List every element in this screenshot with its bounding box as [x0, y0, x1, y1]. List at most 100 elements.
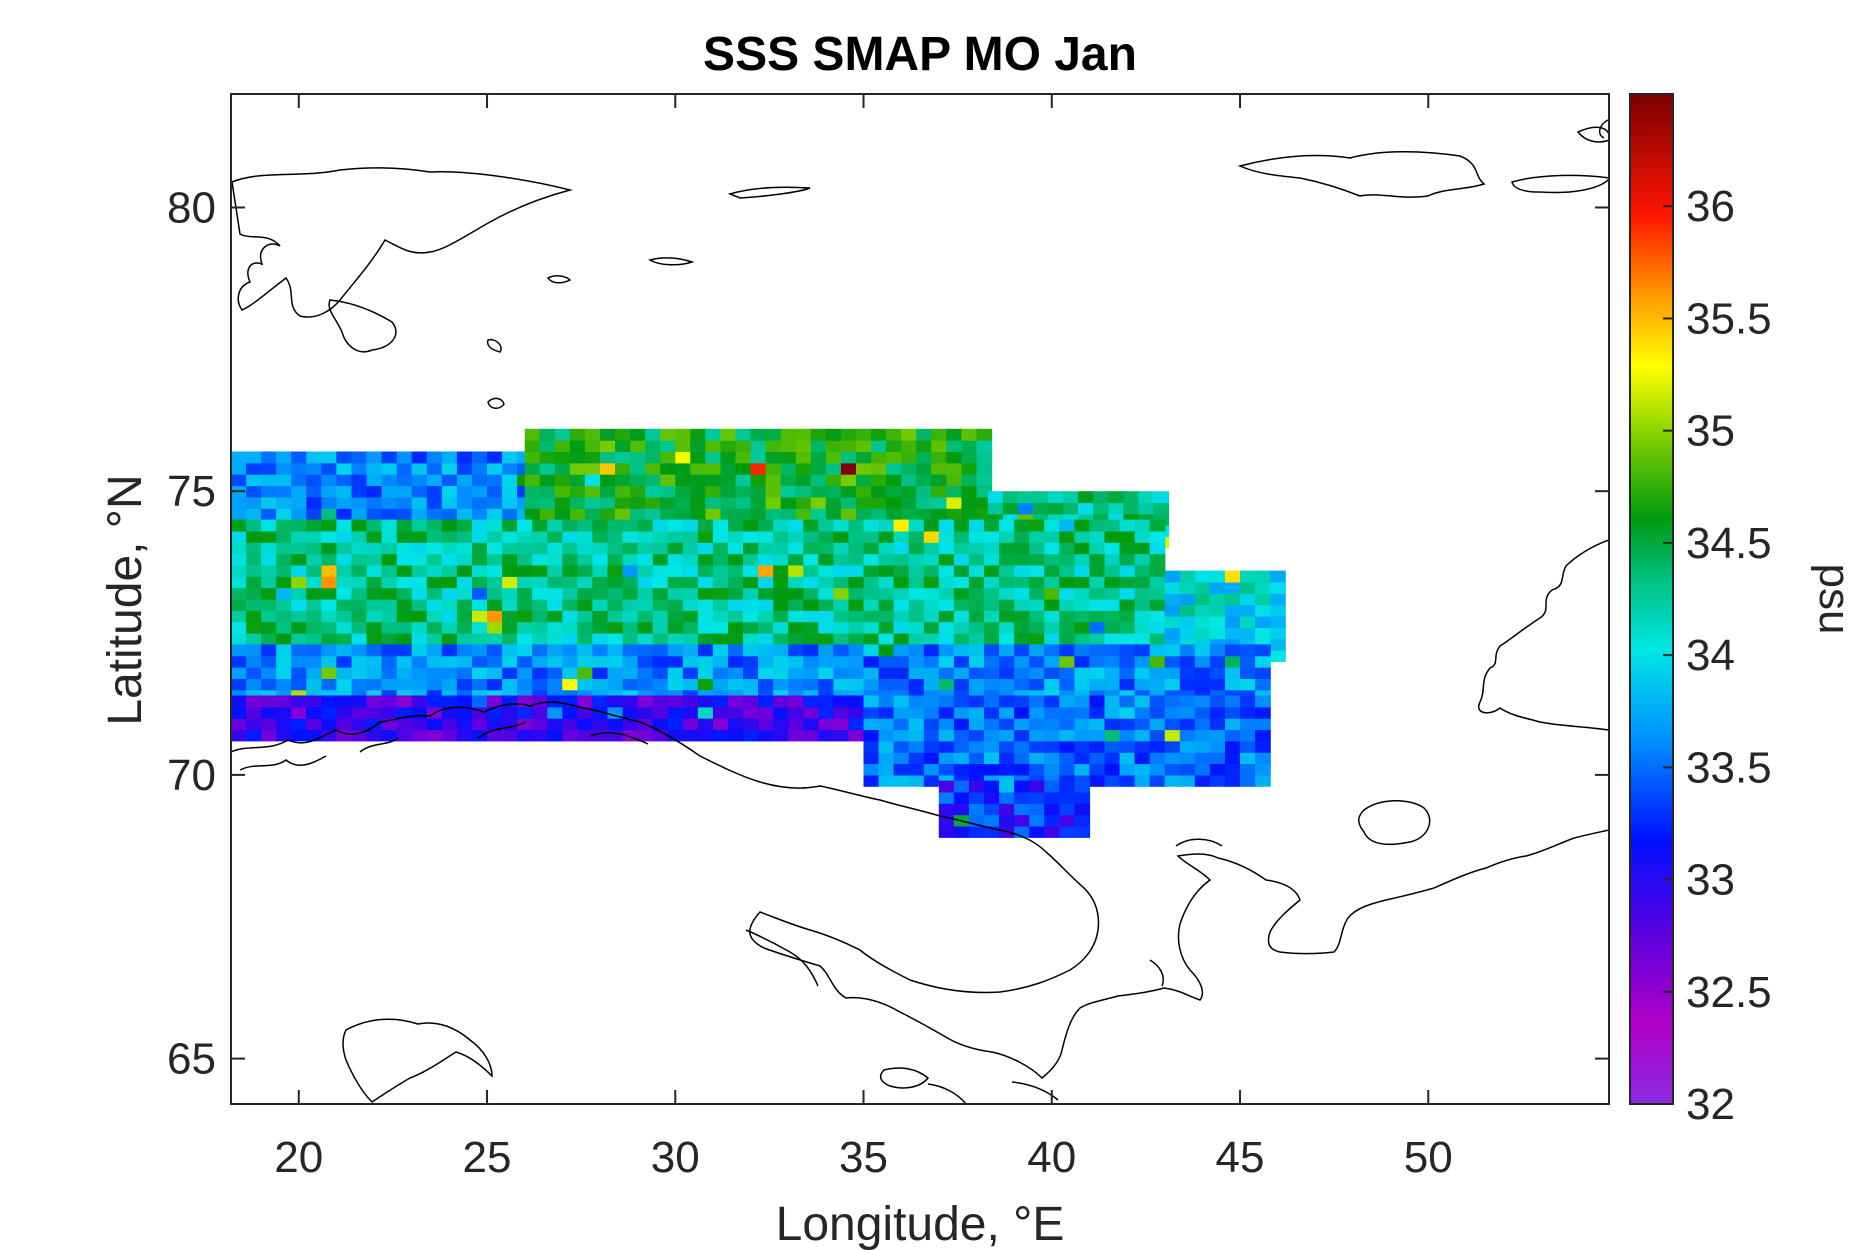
salinity-cell [291, 706, 307, 719]
salinity-cell [893, 695, 910, 708]
salinity-cell [291, 496, 307, 509]
salinity-cell [682, 576, 699, 589]
salinity-cell [306, 474, 322, 487]
salinity-cell [411, 587, 428, 600]
coastline-edgeoya [328, 299, 397, 353]
salinity-cell [712, 655, 729, 668]
salinity-cell [1104, 610, 1121, 623]
salinity-cell [1209, 667, 1226, 679]
salinity-cell [893, 621, 910, 634]
salinity-cell [532, 621, 548, 634]
salinity-cell [306, 462, 322, 475]
salinity-cell [923, 718, 940, 731]
salinity-cell [336, 474, 353, 487]
salinity-cell [1089, 610, 1106, 623]
salinity-cell [502, 496, 518, 509]
salinity-cell [231, 542, 247, 555]
salinity-cell [411, 655, 428, 668]
salinity-cell [795, 485, 812, 498]
salinity-cell [1059, 644, 1075, 657]
salinity-cell [607, 667, 624, 679]
salinity-cell [1014, 780, 1030, 793]
salinity-cell [886, 508, 902, 521]
salinity-cell [577, 530, 594, 543]
salinity-cell [622, 553, 639, 566]
salinity-cell [984, 565, 1000, 577]
salinity-cell [1209, 593, 1226, 606]
salinity-cell [584, 428, 601, 441]
salinity-cell [886, 485, 902, 498]
coastline-lake-3 [927, 1083, 967, 1104]
salinity-cell [984, 678, 1000, 691]
salinity-cell [562, 644, 578, 657]
salinity-cell [487, 508, 503, 521]
salinity-cell [675, 451, 691, 464]
salinity-cell [908, 644, 925, 657]
salinity-cell [758, 610, 774, 623]
salinity-cell [1119, 655, 1136, 668]
salinity-cell [901, 485, 917, 498]
salinity-cell [1209, 740, 1226, 753]
salinity-cell [637, 565, 654, 577]
salinity-cell [607, 633, 624, 645]
salinity-cell [984, 530, 1000, 543]
salinity-cell [803, 610, 819, 623]
salinity-cell [1164, 740, 1181, 753]
salinity-cell [758, 599, 774, 611]
salinity-cell [818, 729, 834, 742]
salinity-cell [584, 451, 601, 464]
salinity-cell [562, 667, 578, 679]
salinity-cell [276, 644, 292, 657]
salinity-cell [607, 587, 624, 600]
salinity-cell [1059, 803, 1075, 816]
salinity-cell [562, 610, 578, 623]
salinity-cell [795, 474, 812, 487]
salinity-cell [728, 621, 744, 634]
salinity-cell [456, 576, 473, 589]
salinity-cell [1089, 542, 1106, 555]
salinity-cell [697, 718, 714, 731]
salinity-cell [863, 729, 880, 742]
salinity-cell [1044, 814, 1060, 827]
salinity-cell [743, 553, 759, 566]
salinity-cell [321, 496, 338, 509]
salinity-cell [690, 496, 706, 509]
salinity-cell [1149, 610, 1166, 623]
x-tick-label: 40 [1027, 1133, 1076, 1182]
salinity-cell [456, 496, 473, 509]
salinity-cell [968, 610, 985, 623]
salinity-cell [441, 667, 458, 679]
salinity-cell [863, 633, 880, 645]
salinity-cell [1149, 553, 1166, 566]
salinity-cell [472, 706, 488, 719]
salinity-cell [441, 718, 458, 731]
salinity-cell [472, 565, 488, 577]
salinity-cell [758, 695, 774, 708]
salinity-cell [532, 553, 548, 566]
salinity-cell [336, 695, 353, 708]
salinity-cell [840, 428, 857, 441]
salinity-cell [878, 678, 895, 691]
salinity-cell [321, 599, 338, 611]
salinity-cell [803, 678, 819, 691]
salinity-cell [487, 655, 503, 668]
salinity-cell [1029, 706, 1045, 719]
salinity-cell [231, 621, 247, 634]
salinity-cell [539, 428, 556, 441]
salinity-cell [953, 763, 970, 776]
salinity-cell [1059, 599, 1075, 611]
salinity-cell [472, 667, 488, 679]
salinity-cell [697, 519, 714, 532]
salinity-cell [502, 655, 518, 668]
salinity-cell [381, 706, 398, 719]
salinity-cell [1014, 718, 1030, 731]
salinity-cell [381, 462, 398, 475]
salinity-cell [577, 644, 594, 657]
salinity-cell [1074, 587, 1091, 600]
salinity-cell [893, 576, 910, 589]
salinity-cell [728, 610, 744, 623]
salinity-cell [758, 718, 774, 731]
colorbar-tick-label: 34 [1686, 631, 1735, 680]
salinity-cell [600, 462, 616, 475]
salinity-cell [863, 706, 880, 719]
